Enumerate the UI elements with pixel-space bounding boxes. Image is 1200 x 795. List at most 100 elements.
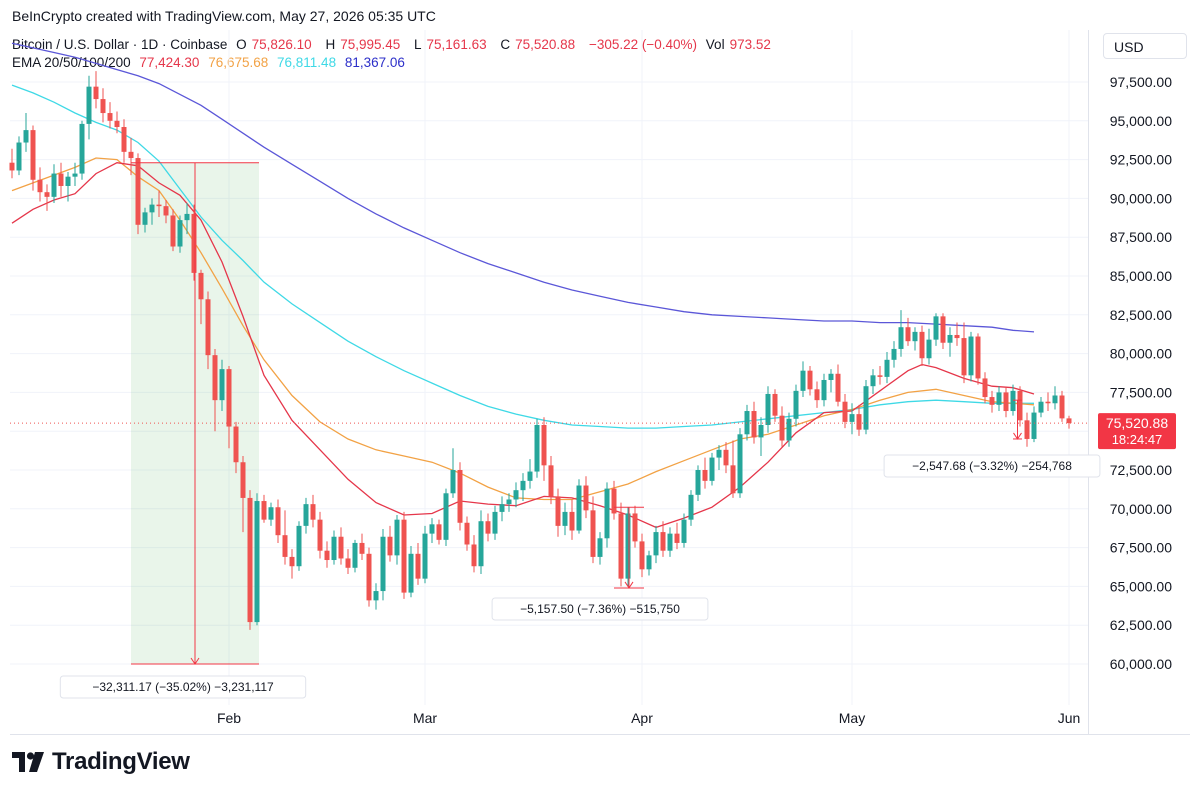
candle-body [674, 533, 680, 543]
candle-body [268, 507, 274, 520]
candle-body [128, 151, 134, 159]
x-tick-label: Feb [217, 710, 241, 726]
candle-body [814, 389, 820, 401]
candle-body [975, 336, 981, 379]
close-value: 75,520.88 [515, 37, 576, 52]
candle-body [800, 370, 806, 391]
candle-body [30, 130, 36, 180]
candle-body [751, 411, 757, 438]
candle-body [520, 480, 526, 491]
ema200-line [11, 42, 1035, 333]
candle-body [772, 393, 778, 416]
candle-body [954, 334, 960, 339]
y-tick-label: 77,500.00 [1110, 384, 1172, 400]
candle-body [891, 348, 897, 360]
ema50-line [11, 157, 1035, 501]
open-value: 75,826.10 [251, 37, 312, 52]
measure-label-box [883, 454, 1101, 478]
candle-body [478, 521, 484, 567]
candle-body [723, 449, 729, 466]
x-tick-label: Jun [1058, 710, 1081, 726]
candle-body [303, 504, 309, 526]
y-tick-label: 67,500.00 [1110, 540, 1172, 556]
candle-body [1003, 392, 1009, 412]
candle-body [688, 494, 694, 520]
candle-body [219, 369, 225, 401]
y-tick-label: 97,500.00 [1110, 74, 1172, 90]
candle-body [758, 424, 764, 438]
candle-body [247, 497, 253, 623]
ema-label[interactable]: EMA 20/50/100/200 [12, 55, 131, 70]
candle-body [338, 536, 344, 559]
measure-label-3: −2,547.68 (−3.32%) −254,768 [912, 459, 1072, 473]
ema20-value: 77,424.30 [139, 55, 200, 70]
y-tick-label: 65,000.00 [1110, 578, 1172, 594]
candle-body [261, 501, 267, 520]
ema20-line [11, 162, 1035, 529]
low-label: L [414, 37, 422, 52]
candle-body [205, 299, 211, 356]
candle-body [170, 215, 176, 247]
volume-value: 973.52 [729, 37, 771, 52]
candle-body [121, 127, 127, 152]
change-value: −305.22 (−0.40%) [588, 37, 698, 52]
symbol-name[interactable]: Bitcoin / U.S. Dollar · 1D · Coinbase [12, 37, 228, 52]
candle-body [485, 521, 491, 534]
candle-body [1059, 395, 1065, 419]
candle-body [667, 533, 673, 551]
candle-body [849, 414, 855, 422]
candle-body [898, 327, 904, 349]
candle-body [618, 513, 624, 579]
candle-body [702, 470, 708, 481]
candle-body [289, 556, 295, 567]
candle-body [317, 519, 323, 551]
candle-body [16, 142, 22, 171]
candle-body [660, 532, 666, 551]
y-tick-label: 87,500.00 [1110, 229, 1172, 245]
candle-body [716, 449, 722, 458]
candle-body [506, 499, 512, 505]
candle-body [345, 558, 351, 568]
currency-selector[interactable]: USD [1103, 33, 1187, 59]
candle-body [352, 542, 358, 568]
candle-body [163, 206, 169, 216]
price-tag-box [1098, 413, 1176, 450]
candle-body [422, 533, 428, 579]
candle-body [380, 536, 386, 592]
candle-body [513, 490, 519, 500]
candle-body [240, 462, 246, 498]
measure-label-2: −5,157.50 (−7.36%) −515,750 [520, 602, 680, 616]
measure-range-1-arrowhead [190, 657, 200, 665]
candle-body [135, 158, 141, 225]
candle-body [1052, 395, 1058, 404]
candle-body [86, 86, 92, 124]
candle-body [940, 316, 946, 343]
candle-body [142, 212, 148, 225]
candle-body [933, 316, 939, 340]
candle-body [23, 130, 29, 143]
candle-body [527, 471, 533, 481]
tradingview-logo[interactable]: TradingView [12, 748, 190, 776]
y-tick-label: 80,000.00 [1110, 346, 1172, 362]
candle-body [282, 535, 288, 557]
candle-body [632, 513, 638, 542]
high-value: 75,995.45 [340, 37, 401, 52]
candle-body [9, 162, 15, 171]
candle-body [828, 373, 834, 380]
candle-body [681, 519, 687, 543]
candle-body [793, 390, 799, 419]
ema100-value: 76,811.48 [277, 55, 337, 70]
candle-body [730, 465, 736, 494]
candle-body [863, 386, 869, 430]
candle-body [744, 411, 750, 435]
candle-body [604, 488, 610, 539]
candle-body [366, 553, 372, 601]
candle-body [275, 507, 281, 536]
high-label: H [325, 37, 336, 52]
candle-body [450, 470, 456, 494]
candle-body [1031, 412, 1037, 439]
candle-body [1024, 420, 1030, 439]
y-tick-label: 82,500.00 [1110, 307, 1172, 323]
candle-body [765, 393, 771, 425]
